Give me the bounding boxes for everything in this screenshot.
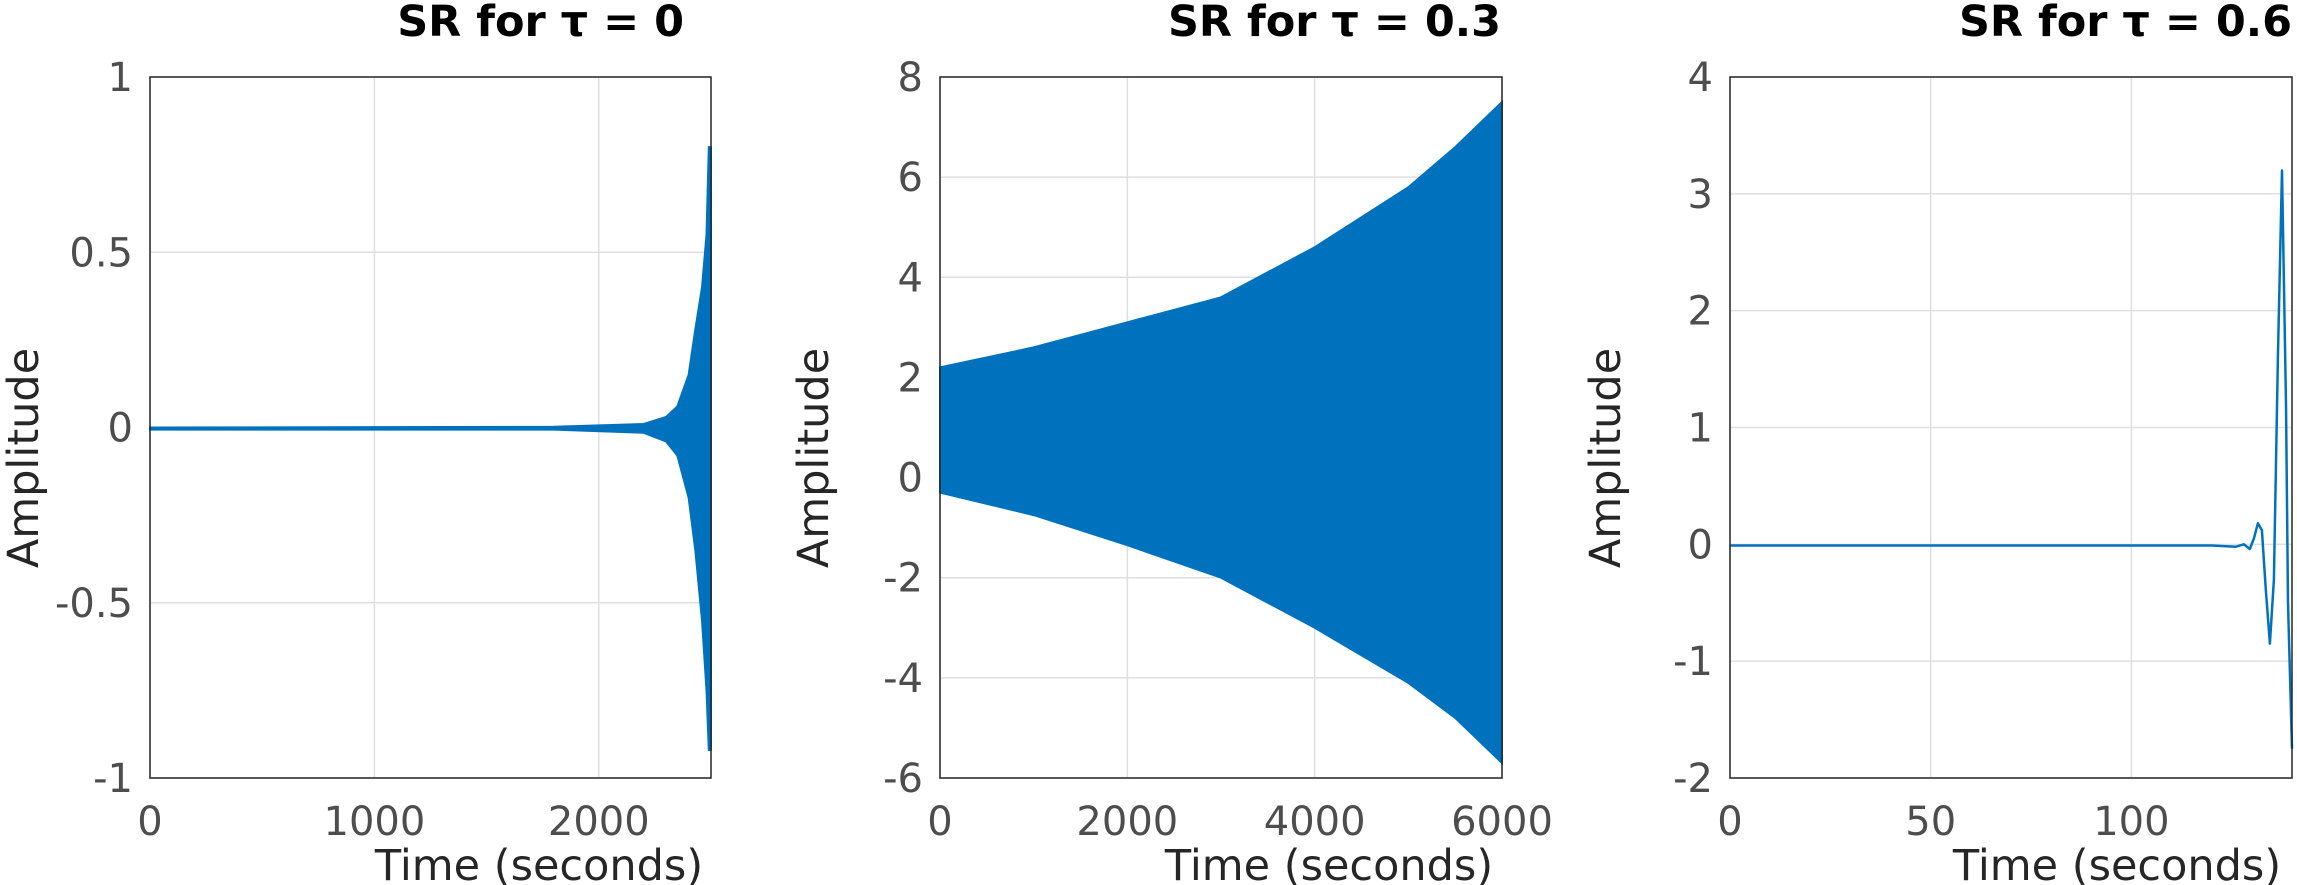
subplot-1-x-tick-label: 1000 [324, 799, 426, 845]
subplot-3-axes-box [1729, 76, 2293, 779]
subplot-3-x-tick-label: 0 [1717, 799, 1742, 845]
subplot-2-x-tick-label: 6000 [1451, 799, 1553, 845]
subplot-3-ylabel: Amplitude [1581, 348, 1631, 568]
subplot-2-y-tick-label: 8 [898, 55, 923, 101]
subplot-2-x-tick-label: 2000 [1076, 799, 1178, 845]
subplot-2-y-tick-label: 4 [898, 255, 923, 301]
subplot-2-y-tick-label: -6 [883, 756, 923, 802]
subplot-1-x-tick-label: 2000 [548, 799, 650, 845]
subplot-2-title: SR for τ = 0.3 [1168, 0, 1501, 47]
subplot-2-y-tick-label: 6 [898, 155, 923, 201]
subplot-1-ylabel: Amplitude [0, 348, 49, 568]
subplot-3-y-tick-label: 4 [1688, 55, 1713, 101]
subplot-2-x-tick-label: 0 [927, 799, 952, 845]
subplot-3-x-tick-label: 50 [1905, 799, 1956, 845]
subplot-1-y-tick-label: 1 [108, 55, 133, 101]
subplot-3-x-tick-label: 100 [2093, 799, 2169, 845]
subplot-2-x-tick-label: 4000 [1264, 799, 1366, 845]
subplot-2-y-tick-label: -4 [883, 656, 923, 702]
subplot-3-y-tick-label: 2 [1688, 289, 1713, 335]
subplot-3-y-tick-label: -2 [1673, 756, 1713, 802]
subplot-3-y-tick-label: -1 [1673, 639, 1713, 685]
subplot-2-y-tick-label: 0 [898, 456, 923, 502]
subplot-1-axes-box [149, 76, 712, 779]
subplot-2-y-tick-label: -2 [883, 556, 923, 602]
subplot-2: SR for τ = 0.3 Time (seconds) Amplitude … [789, 0, 1553, 885]
subplot-1-y-tick-label: -1 [93, 756, 133, 802]
subplot-3-signal-line [1730, 169, 2294, 749]
subplot-3-xlabel: Time (seconds) [1952, 841, 2281, 885]
subplot-1-y-tick-label: -0.5 [55, 581, 133, 627]
subplot-1-title: SR for τ = 0 [397, 0, 684, 47]
subplot-1-y-tick-label: 0 [108, 406, 133, 452]
subplot-2-xlabel: Time (seconds) [1164, 841, 1493, 885]
subplot-3-y-tick-label: 3 [1688, 172, 1713, 218]
subplot-2-y-tick-label: 2 [898, 355, 923, 401]
subplot-2-ylabel: Amplitude [789, 348, 839, 568]
subplot-1-xlabel: Time (seconds) [374, 841, 703, 885]
subplot-3-y-tick-label: 0 [1688, 522, 1713, 568]
subplot-1: SR for τ = 0 Time (seconds) Amplitude 0 1… [0, 0, 712, 885]
subplot-3-title: SR for τ = 0.6 [1959, 0, 2292, 47]
subplot-1-x-tick-label: 0 [137, 799, 162, 845]
subplot-3: SR for τ = 0.6 Time (seconds) Amplitude … [1581, 0, 2294, 885]
subplot-1-y-tick-label: 0.5 [69, 230, 133, 276]
subplot-3-y-tick-label: 1 [1688, 406, 1713, 452]
subplot-2-axes-box [939, 76, 1503, 779]
